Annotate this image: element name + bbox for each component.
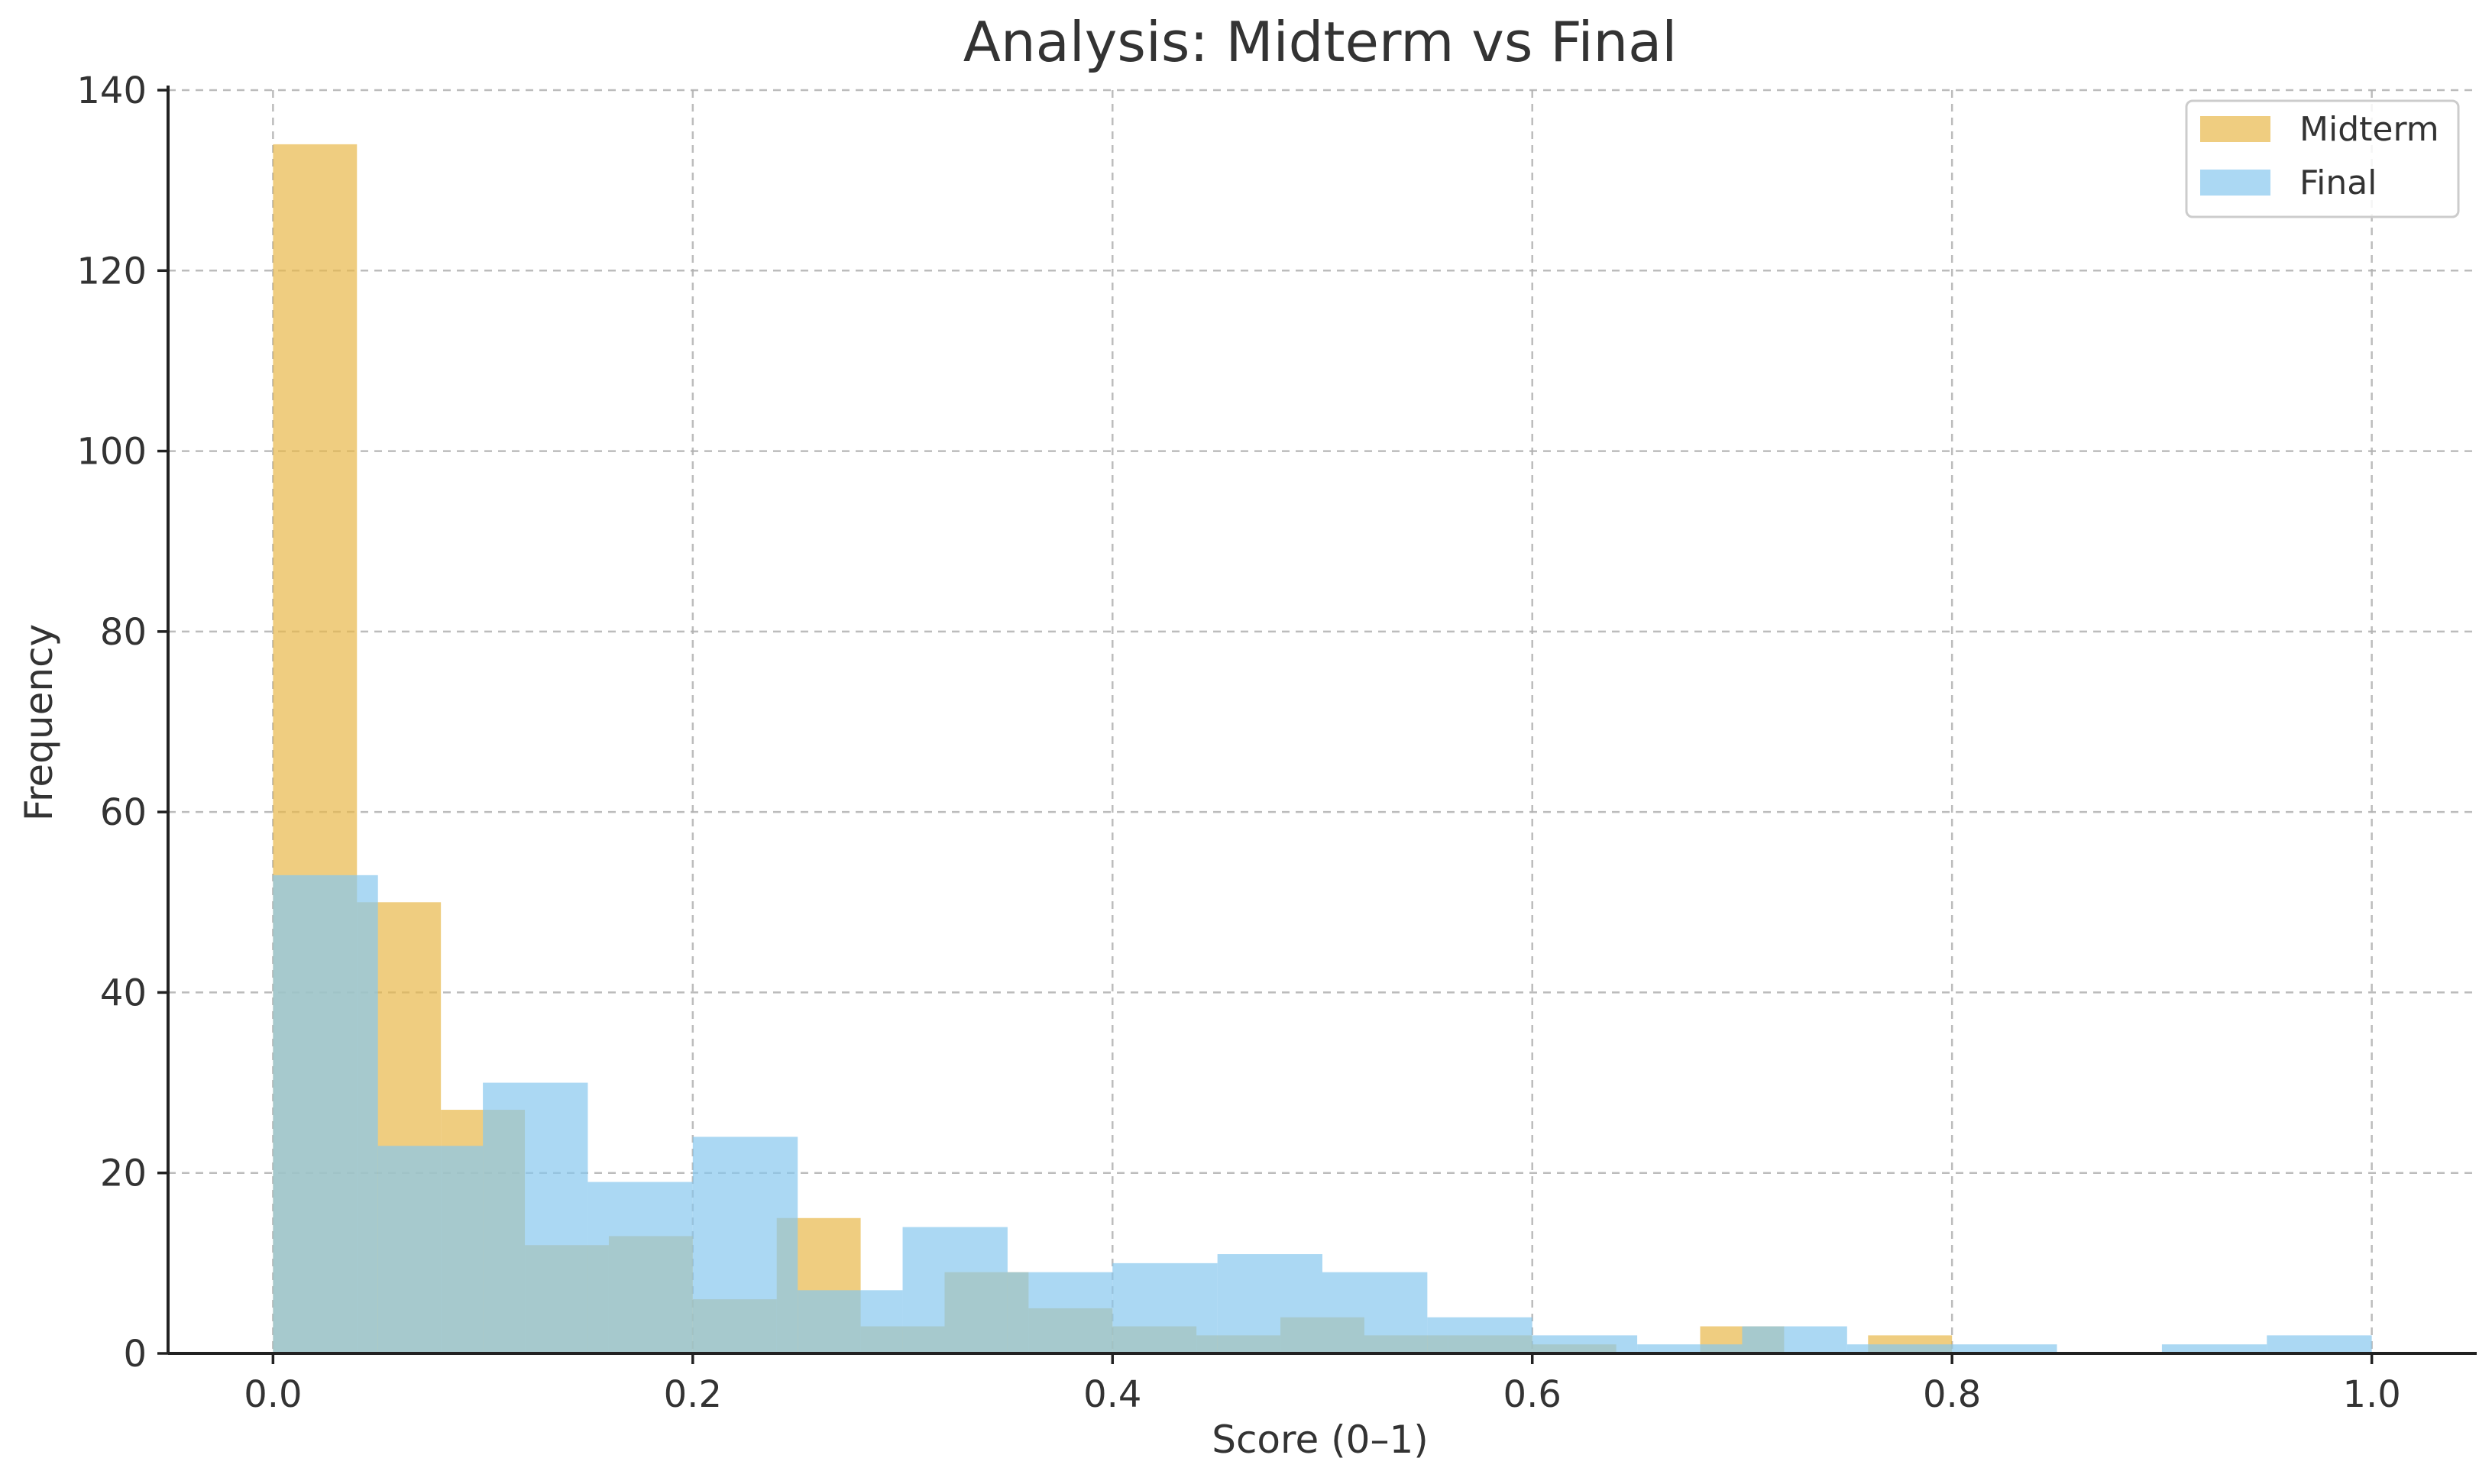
bar-final bbox=[1846, 1344, 1953, 1353]
bar-final bbox=[1637, 1344, 1743, 1353]
bar-final bbox=[798, 1290, 903, 1353]
legend-swatch-final bbox=[2200, 170, 2270, 196]
x-tick-label: 0.8 bbox=[1923, 1373, 1981, 1416]
bar-final bbox=[1007, 1272, 1113, 1353]
y-tick-label: 0 bbox=[123, 1333, 147, 1376]
bar-final bbox=[1427, 1317, 1532, 1353]
legend: Midterm Final bbox=[2185, 99, 2460, 218]
bar-final bbox=[1532, 1335, 1638, 1353]
x-tick-label: 1.0 bbox=[2342, 1373, 2400, 1416]
y-tick-label: 100 bbox=[76, 431, 147, 474]
y-tick-label: 20 bbox=[100, 1153, 147, 1195]
bar-final bbox=[902, 1227, 1008, 1353]
bar-final bbox=[692, 1136, 798, 1353]
axes-layer: 0.0 0.2 0.4 0.6 0.8 1.0 0 20 40 60 80 100 120 140 bbox=[76, 70, 2477, 1416]
bar-final bbox=[1952, 1344, 2057, 1353]
y-tick-label: 40 bbox=[100, 972, 147, 1014]
bars-layer bbox=[273, 144, 2372, 1353]
bar-final bbox=[377, 1146, 484, 1353]
legend-label-midterm: Midterm bbox=[2299, 110, 2439, 149]
bar-final bbox=[1112, 1263, 1218, 1353]
bar-final bbox=[1322, 1272, 1428, 1353]
bar-final bbox=[273, 875, 378, 1353]
legend-swatch-midterm bbox=[2200, 116, 2270, 142]
bar-final bbox=[1217, 1254, 1322, 1353]
bar-final bbox=[587, 1182, 693, 1353]
bar-final bbox=[483, 1082, 588, 1353]
y-axis-label: Frequency bbox=[17, 624, 61, 821]
x-axis-label: Score (0–1) bbox=[1212, 1418, 1429, 1462]
bar-final bbox=[2161, 1344, 2267, 1353]
x-tick-label: 0.0 bbox=[244, 1373, 302, 1416]
y-tick-label: 140 bbox=[76, 70, 147, 112]
y-tick-label: 80 bbox=[100, 611, 147, 654]
y-tick-label: 120 bbox=[76, 250, 147, 293]
x-tick-label: 0.6 bbox=[1503, 1373, 1562, 1416]
chart-title: Analysis: Midterm vs Final bbox=[963, 10, 1677, 74]
legend-label-final: Final bbox=[2299, 163, 2377, 202]
x-tick-label: 0.2 bbox=[664, 1373, 722, 1416]
bar-final bbox=[2267, 1335, 2372, 1353]
y-tick-label: 60 bbox=[100, 791, 147, 834]
bar-final bbox=[1742, 1326, 1847, 1353]
x-tick-label: 0.4 bbox=[1083, 1373, 1141, 1416]
